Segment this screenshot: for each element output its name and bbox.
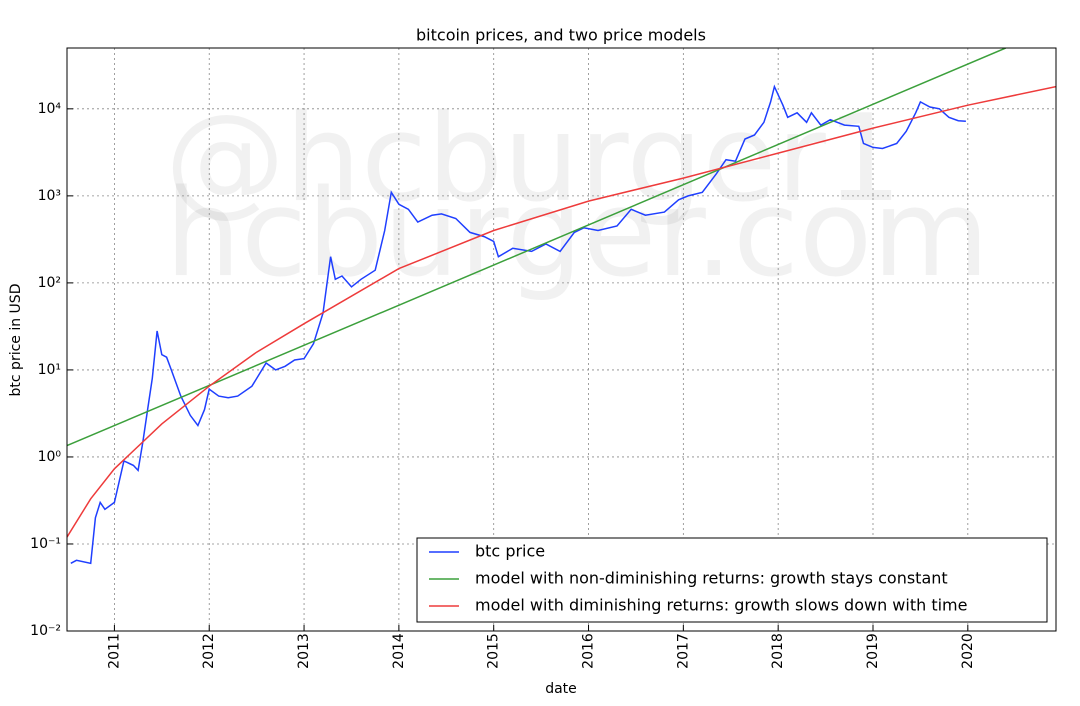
y-tick-label: 10⁻² bbox=[30, 623, 61, 639]
y-tick-label: 10⁻¹ bbox=[30, 536, 61, 552]
legend-label: model with diminishing returns: growth s… bbox=[475, 596, 967, 615]
x-tick-label: 2013 bbox=[296, 633, 312, 669]
x-tick-label: 2019 bbox=[865, 633, 881, 669]
y-tick-label: 10⁴ bbox=[38, 101, 62, 117]
legend-label: btc price bbox=[475, 542, 545, 561]
series-line bbox=[67, 85, 1056, 538]
x-tick-label: 2011 bbox=[106, 633, 122, 669]
legend-box bbox=[416, 537, 1048, 623]
legend-label: model with non-diminishing returns: grow… bbox=[475, 569, 948, 588]
x-tick-label: 2017 bbox=[675, 633, 691, 669]
watermark: @hcburger1 bbox=[165, 90, 902, 229]
x-axis-label: date bbox=[545, 681, 577, 697]
x-tick-label: 2020 bbox=[960, 633, 976, 669]
chart-title: bitcoin prices, and two price models bbox=[416, 26, 706, 45]
x-tick-label: 2018 bbox=[770, 633, 786, 669]
x-tick-label: 2015 bbox=[486, 633, 502, 669]
y-axis-label: btc price in USD bbox=[8, 284, 24, 397]
y-tick-label: 10⁰ bbox=[38, 449, 62, 465]
plot-frame bbox=[66, 47, 1057, 632]
series-line bbox=[70, 84, 966, 565]
watermark: hcburger.com bbox=[165, 165, 989, 304]
y-tick-label: 10³ bbox=[38, 188, 61, 204]
x-tick-label: 2014 bbox=[391, 633, 407, 669]
x-tick-label: 2016 bbox=[581, 633, 597, 669]
y-tick-label: 10² bbox=[38, 275, 61, 291]
y-tick-label: 10¹ bbox=[38, 362, 61, 378]
x-tick-label: 2012 bbox=[201, 633, 217, 669]
